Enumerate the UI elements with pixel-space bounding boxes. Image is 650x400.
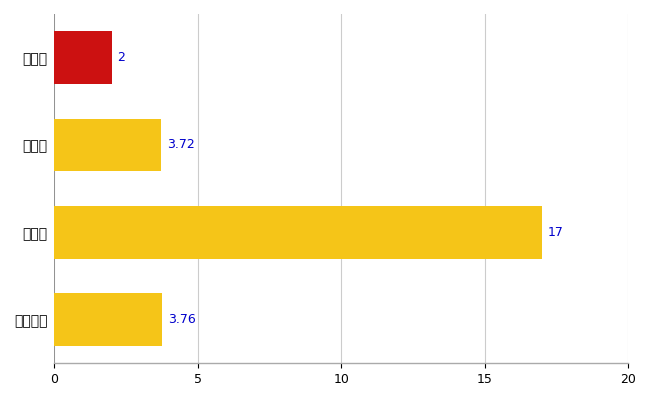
Bar <box>55 31 112 84</box>
Text: 2: 2 <box>118 51 125 64</box>
Text: 17: 17 <box>548 226 564 239</box>
Text: 3.76: 3.76 <box>168 313 196 326</box>
Bar <box>55 294 162 346</box>
Bar <box>55 119 161 171</box>
Bar <box>55 206 542 258</box>
Text: 3.72: 3.72 <box>167 138 194 152</box>
